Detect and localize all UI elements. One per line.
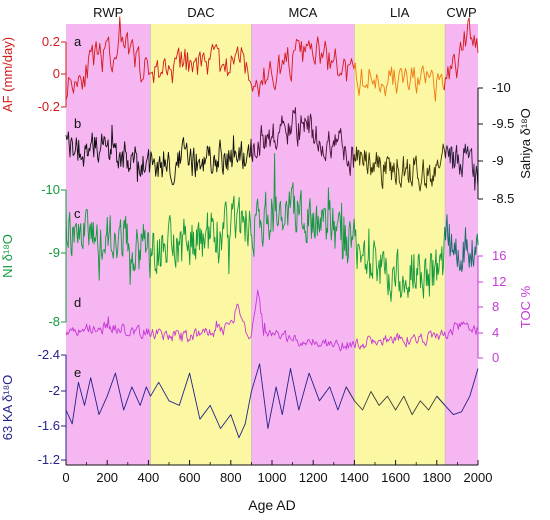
series-lines [65,16,479,439]
y-axis-title-e: 63 KA δ¹⁸O [0,375,15,440]
series-line-c [476,234,479,246]
series-line-c [444,214,479,273]
y-tick-label: -8 [48,314,60,329]
series-line-a [443,17,479,91]
panel-letter: e [74,365,81,380]
y-axis-title-d: TOC % [518,285,533,328]
y-tick-label: 12 [492,274,506,289]
period-labels: RWP DAC MCA LIA CWP [93,5,477,20]
x-tick-label: 0 [62,470,69,485]
period-label: CWP [446,5,476,20]
series-line-b [353,143,446,192]
x-tick-label: 200 [96,470,118,485]
y-axis-title-b: Sahiya δ¹⁸O [518,108,533,179]
y-tick-label: -2.4 [38,347,60,362]
y-tick-label: -10 [492,80,511,95]
series-line-b [444,143,479,191]
y-axis-title-c: NI δ¹⁸O [0,234,15,278]
series-line-d [65,289,479,352]
x-tick-label: 400 [138,470,160,485]
y-tick-label: -0.2 [38,99,60,114]
y-tick-label: 16 [492,248,506,263]
period-label: LIA [390,5,410,20]
y-tick-label: -2 [48,383,60,398]
panel-letter: b [74,116,81,131]
y-tick-label: -1.2 [38,452,60,467]
x-axis-title: Age AD [248,497,295,513]
x-tick-label: 800 [220,470,242,485]
series-line-e [65,363,355,439]
y-tick-label: -10 [41,182,60,197]
y-tick-label: -9.5 [492,116,514,131]
y-tick-label: -9 [48,245,60,260]
series-line-a [353,62,446,102]
period-bands [66,24,478,465]
series-line-b [250,107,356,176]
y-tick-label: 0 [53,66,60,81]
x-tick-label: 1000 [258,470,287,485]
panel-letter: a [74,34,82,49]
series-line-e [345,386,446,416]
axes: a 0.2 0 -0.2 AF (mm/day) b -10 -9.5 -9 -8.5 Sahiya… [0,34,533,513]
panel-letter: d [74,295,81,310]
period-label: DAC [187,5,214,20]
x-tick-label: 2000 [464,470,493,485]
y-tick-label: 4 [492,325,499,340]
x-tick-label: 1400 [340,470,369,485]
y-tick-label: 8 [492,299,499,314]
y-tick-label: -8.5 [492,191,514,206]
period-label: RWP [93,5,123,20]
series-line-e [436,368,479,416]
panel-letter: c [74,206,81,221]
period-band [150,24,252,465]
period-label: MCA [288,5,317,20]
x-tick-label: 1800 [422,470,451,485]
y-tick-label: 0.2 [42,34,60,49]
x-tick-label: 1600 [381,470,410,485]
y-tick-label: -9 [492,153,504,168]
series-line-b [65,124,253,186]
series-line-c [65,152,447,302]
y-tick-label: 0 [492,350,499,365]
y-tick-label: -1.6 [38,418,60,433]
x-tick-label: 600 [179,470,201,485]
y-axis-title-a: AF (mm/day) [0,37,15,112]
period-band [251,24,355,465]
series-line-a [65,16,356,100]
x-tick-label: 1200 [299,470,328,485]
